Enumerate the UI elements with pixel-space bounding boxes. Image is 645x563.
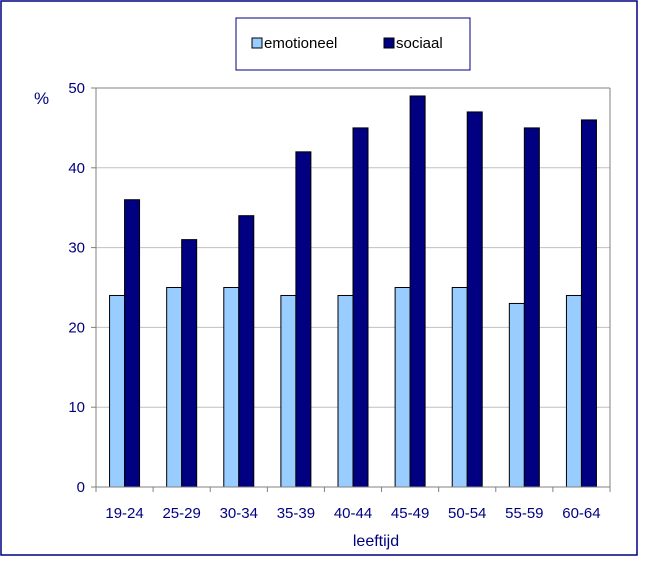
legend-label-sociaal: sociaal [396, 35, 443, 52]
legend-label-emotioneel: emotioneel [264, 35, 337, 52]
bar-sociaal [523, 127, 540, 488]
bar-sociaal [466, 111, 483, 488]
x-tick-label: 50-54 [448, 505, 486, 522]
bar-sociaal [181, 239, 198, 488]
x-tick-label: 35-39 [277, 505, 315, 522]
bar-emotioneel [508, 302, 525, 488]
bar-emotioneel [223, 287, 240, 488]
x-tick-label: 25-29 [162, 505, 200, 522]
bar-emotioneel [451, 287, 468, 488]
axes: 0 10 20 30 40 50 19-24 25-29 30-34 35-39 40-44 45-4… [68, 80, 611, 522]
bar-emotioneel [109, 294, 126, 488]
bar-sociaal [295, 151, 312, 488]
bar-sociaal [238, 215, 255, 488]
bar-emotioneel [565, 294, 582, 488]
x-tick-label: 19-24 [105, 505, 143, 522]
bar-sociaal [124, 199, 141, 488]
legend-swatch-sociaal [383, 37, 395, 49]
y-tick-label: 40 [68, 160, 85, 177]
bar-sociaal [409, 95, 426, 488]
y-tick-label: 30 [68, 240, 85, 257]
y-tick-label: 0 [77, 479, 85, 496]
x-tick-label: 60-64 [562, 505, 600, 522]
x-tick-label: 45-49 [391, 505, 429, 522]
bar-emotioneel [394, 287, 411, 488]
bar-emotioneel [280, 294, 297, 488]
bar-sociaal [352, 127, 369, 488]
x-tick-label: 40-44 [334, 505, 372, 522]
y-tick-label: 20 [68, 319, 85, 336]
x-axis-label: leeftijd [353, 533, 399, 550]
bar-emotioneel [166, 287, 183, 488]
x-tick-label: 55-59 [505, 505, 543, 522]
bar-emotioneel [337, 294, 354, 488]
y-tick-label: 10 [68, 399, 85, 416]
y-axis-label: % [34, 89, 49, 108]
y-tick-label: 50 [68, 80, 85, 97]
legend: emotioneel sociaal [235, 17, 471, 71]
legend-swatch-emotioneel [251, 37, 263, 49]
legend-box [235, 17, 471, 71]
bar-sociaal [580, 119, 597, 488]
x-tick-label: 30-34 [220, 505, 258, 522]
bars [109, 95, 597, 488]
